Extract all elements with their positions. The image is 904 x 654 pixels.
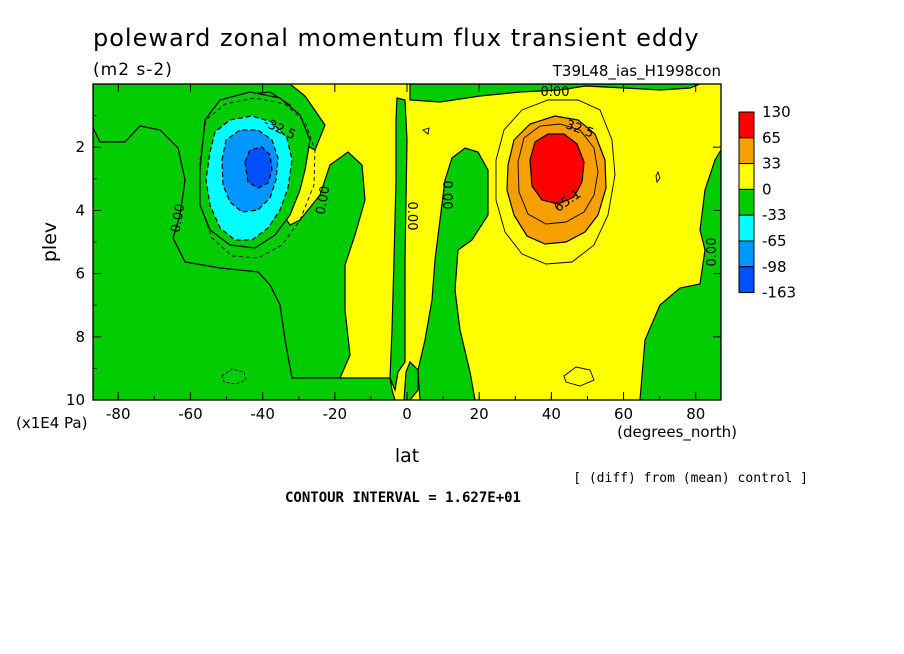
green-region-north-top — [409, 84, 701, 103]
contour-label: 0.00 — [439, 181, 454, 210]
x-tick-label: 40 — [542, 405, 561, 423]
tiny-contour-north-right — [655, 170, 661, 184]
y-tick-label: 4 — [75, 201, 85, 219]
deep-blue-core-south — [244, 146, 273, 189]
x-tick-label: 0 — [402, 405, 412, 423]
tiny-contour-north-left — [422, 127, 430, 135]
colorbar-swatch — [738, 163, 755, 190]
run-label: T39L48_ias_H1998con — [552, 62, 721, 81]
colorbar-label: -65 — [762, 232, 787, 250]
colorbar-label: -33 — [762, 206, 787, 224]
contour-interval: CONTOUR INTERVAL = 1.627E+01 — [285, 490, 521, 506]
x-tick-label: 60 — [614, 405, 633, 423]
contour-line-north-outer — [495, 99, 616, 265]
y-tick-label: 6 — [75, 265, 85, 283]
contour-label-group: 0.00 — [404, 202, 419, 231]
colorbar-swatch — [738, 266, 755, 294]
colorbar-label: 130 — [762, 103, 791, 121]
colorbar-label: -98 — [762, 258, 787, 276]
green-small-equator-bottom — [403, 360, 419, 400]
contour-label-group: 0.00 — [314, 185, 334, 216]
x-axis-label: lat — [395, 445, 419, 467]
green-region-south-lower — [93, 84, 396, 400]
colorbar-label: 65 — [762, 129, 781, 147]
colorbar-swatch — [738, 111, 755, 139]
x-tick-label: -20 — [323, 405, 348, 423]
y-axis-units: (x1E4 Pa) — [16, 414, 87, 432]
small-contour-south-bottom — [221, 368, 247, 385]
contour-line-north-mid — [517, 123, 599, 225]
contour-label-group: 0.00 — [705, 238, 720, 267]
x-tick-label: -40 — [250, 405, 275, 423]
contour-label: 0.00 — [169, 203, 189, 234]
contour-line-south-outer — [199, 97, 316, 259]
green-region-equator — [389, 97, 408, 393]
axes: -80 -60 -40 -20 0 20 40 60 80 2 4 6 8 10 — [66, 83, 722, 423]
contour-label: 0.00 — [314, 185, 334, 216]
red-core-north — [529, 133, 585, 205]
comparison-note: [ (diff) from (mean) control ] — [573, 471, 808, 486]
chart-units: (m2 s-2) — [93, 60, 173, 80]
plot-area — [93, 84, 721, 400]
x-tick-label: 80 — [686, 405, 705, 423]
green-region-north-2 — [639, 148, 721, 400]
y-tick-label: 2 — [75, 138, 85, 156]
x-tick-label: -80 — [106, 405, 131, 423]
y-tick-label: 8 — [75, 328, 85, 346]
x-axis-units: (degrees_north) — [617, 423, 737, 442]
contour-label: 0.00 — [541, 85, 570, 100]
green-region-north-1 — [417, 147, 489, 400]
contour-label-group: 0.00 — [169, 203, 189, 234]
y-axis-label: plev — [39, 222, 61, 262]
contour-label: 0.00 — [705, 238, 720, 267]
colorbar-swatch — [738, 240, 755, 268]
y-tick-label: 10 — [66, 391, 85, 409]
colorbar-swatch — [738, 214, 755, 242]
colorbar-swatch — [738, 188, 755, 216]
contour-label: 0.00 — [404, 202, 419, 231]
colorbar-swatch — [738, 137, 755, 165]
chart-title: poleward zonal momentum flux transient e… — [93, 24, 700, 52]
contour-label-group: 0.00 — [541, 85, 570, 100]
colorbar: 130 65 33 0 -33 -65 -98 -163 — [738, 103, 796, 302]
x-tick-label: 20 — [470, 405, 489, 423]
contour-label-group: 0.00 — [439, 181, 454, 210]
x-tick-label: -60 — [178, 405, 203, 423]
colorbar-label: 0 — [762, 180, 772, 198]
colorbar-label: -163 — [762, 284, 796, 302]
colorbar-label: 33 — [762, 155, 781, 173]
small-contour-north-bottom — [563, 366, 595, 387]
